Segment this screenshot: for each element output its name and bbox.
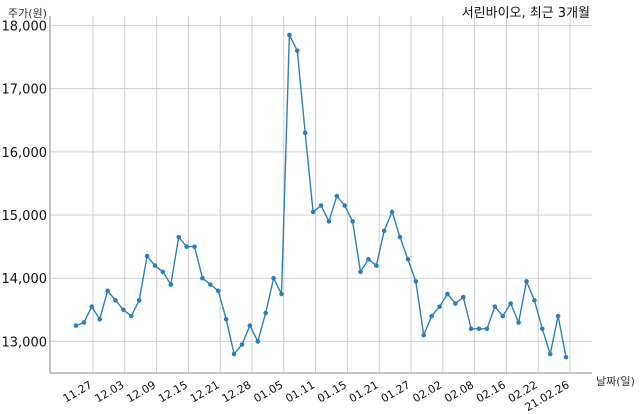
y-tick-label: 13,000 [2,335,48,350]
data-point [318,203,324,208]
y-tick-label: 16,000 [2,146,48,161]
data-point [215,288,221,294]
data-point [421,332,427,338]
x-tick-label: 01.27 [379,378,413,405]
x-tick-label: 02.08 [442,378,476,405]
x-tick-label: 02.16 [474,378,508,405]
x-tick-label: 12.09 [124,378,158,405]
x-tick-label: 01.15 [315,378,349,405]
data-point [73,323,79,328]
data-point [247,323,253,328]
data-point [263,310,268,316]
series [73,32,569,360]
data-point [500,313,506,319]
data-point [492,304,498,309]
data-point [429,313,434,319]
data-point [310,209,316,215]
data-point [121,307,126,313]
data-point [129,313,134,319]
x-tick-label: 12.28 [220,378,254,405]
x-tick-labels: 11.2712.0312.0912.1512.2112.2801.0501.11… [61,378,572,414]
data-point [532,298,537,303]
x-tick-label: 11.27 [61,378,95,405]
data-point [208,282,213,287]
x-tick-label: 12.03 [93,378,127,405]
x-tick-label: 02.02 [411,378,445,405]
y-tick-label: 17,000 [2,83,48,98]
data-point [89,304,95,309]
data-point [358,269,363,275]
y-axis-label: 주가(원) [8,7,47,20]
data-point [97,316,103,322]
x-tick-label: 01.05 [252,378,286,405]
data-point [563,354,569,360]
data-point [239,342,245,347]
data-point [176,234,182,240]
data-point [374,263,379,268]
data-point [547,351,553,357]
data-point [524,279,529,284]
data-point [342,203,348,208]
data-point [184,244,189,249]
x-tick-label: 12.21 [188,378,222,405]
data-point [476,326,482,332]
data-point [160,269,166,275]
data-point [105,288,110,294]
data-point [397,234,403,240]
data-point [516,320,521,325]
data-point [287,32,292,38]
data-point [144,253,150,259]
data-point [508,301,513,306]
data-point [231,351,237,357]
data-point [200,275,205,281]
data-point [350,219,355,224]
x-axis-label: 날짜(일) [596,374,635,388]
data-point [279,291,284,297]
data-point [152,263,158,268]
data-point [405,256,411,262]
data-point [136,298,142,303]
data-point [460,294,466,300]
data-point [445,291,450,297]
data-point [468,326,474,332]
y-tick-label: 15,000 [2,209,48,224]
data-point [389,209,395,215]
data-point [271,275,276,281]
y-tick-labels: 13,000 14,000 15,000 16,000 17,000 18,000 [2,19,48,350]
axes [49,16,592,374]
series-line [75,34,567,358]
data-point [366,256,371,262]
grid [50,16,592,373]
x-tick-label: 12.15 [156,378,190,405]
data-point [484,326,490,332]
data-point [453,301,458,306]
chart-title: 서린바이오, 최근 3개월 [462,6,590,21]
data-point [192,244,197,249]
data-point [413,279,419,284]
data-point [223,316,229,322]
data-point [381,228,387,234]
data-point [437,304,442,309]
data-point [334,193,340,199]
data-point [113,298,118,303]
data-point [168,282,174,287]
data-point [255,339,261,344]
data-point [294,48,300,54]
data-point [555,313,561,319]
y-tick-label: 18,000 [2,19,48,34]
y-tick-label: 14,000 [2,272,48,287]
data-point [539,326,545,332]
data-point [326,219,332,224]
data-point [302,130,308,136]
x-tick-label: 01.11 [283,378,317,405]
data-point [81,320,87,325]
x-tick-label: 01.21 [347,378,381,405]
